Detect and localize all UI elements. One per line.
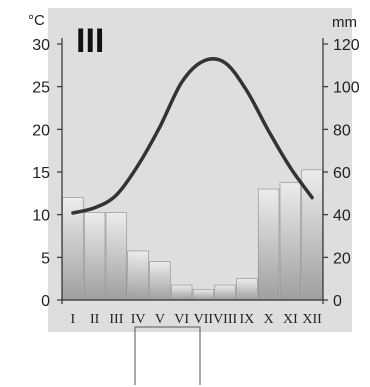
month-label-IX: IX bbox=[239, 312, 254, 327]
temperature-line bbox=[71, 57, 314, 215]
left-tick-label: 10 bbox=[32, 208, 50, 225]
month-label-XI: XI bbox=[283, 312, 298, 327]
right-axis-ticks: 0 20 40 60 80 100 120 bbox=[323, 37, 360, 310]
empty-box bbox=[134, 326, 201, 385]
plot-area bbox=[48, 8, 352, 332]
precip-bar-VIII bbox=[214, 284, 236, 301]
precip-bar-VII bbox=[192, 289, 215, 301]
right-axis-unit: mm bbox=[332, 14, 357, 31]
month-label-III: III bbox=[109, 312, 123, 327]
right-tick-label: 20 bbox=[333, 250, 351, 267]
month-label-I: I bbox=[71, 312, 76, 327]
precip-bar-X bbox=[257, 188, 280, 301]
right-tick-label: 120 bbox=[333, 37, 360, 54]
precip-bar-XI bbox=[279, 182, 302, 301]
month-label-VI: VI bbox=[174, 312, 189, 327]
left-axis-unit: °C bbox=[28, 12, 45, 29]
right-tick-label: 80 bbox=[333, 122, 351, 139]
month-label-VIII: VIII bbox=[213, 312, 237, 327]
precip-bar-II bbox=[83, 212, 106, 301]
right-tick-label: 40 bbox=[333, 208, 351, 225]
month-label-II: II bbox=[90, 312, 100, 327]
left-tick-label: 30 bbox=[32, 37, 50, 54]
right-tick-label: 60 bbox=[333, 165, 351, 182]
month-label-VII: VII bbox=[194, 312, 214, 327]
month-label-X: X bbox=[264, 312, 274, 327]
precip-bar-IV bbox=[127, 250, 149, 301]
precip-bar-III bbox=[105, 212, 128, 301]
right-tick-label: 0 bbox=[333, 293, 342, 310]
precip-bar-IX bbox=[236, 278, 258, 301]
left-tick-label: 5 bbox=[41, 250, 50, 267]
right-tick-label: 100 bbox=[333, 80, 360, 97]
month-label-XII: XII bbox=[302, 312, 322, 327]
left-tick-label: 25 bbox=[32, 80, 50, 97]
left-axis-ticks: 0 5 10 15 20 25 30 bbox=[32, 37, 62, 310]
chart-title: III bbox=[76, 22, 104, 60]
precip-bar-V bbox=[149, 261, 171, 301]
month-labels: I II III IV V VI VII VIII IX X XI XII bbox=[71, 312, 323, 327]
left-tick-label: 20 bbox=[32, 122, 50, 139]
month-label-V: V bbox=[155, 312, 165, 327]
month-label-IV: IV bbox=[131, 312, 146, 327]
left-tick-label: 15 bbox=[32, 165, 50, 182]
left-tick-label: 0 bbox=[41, 293, 50, 310]
precip-bar-VI bbox=[170, 284, 193, 301]
